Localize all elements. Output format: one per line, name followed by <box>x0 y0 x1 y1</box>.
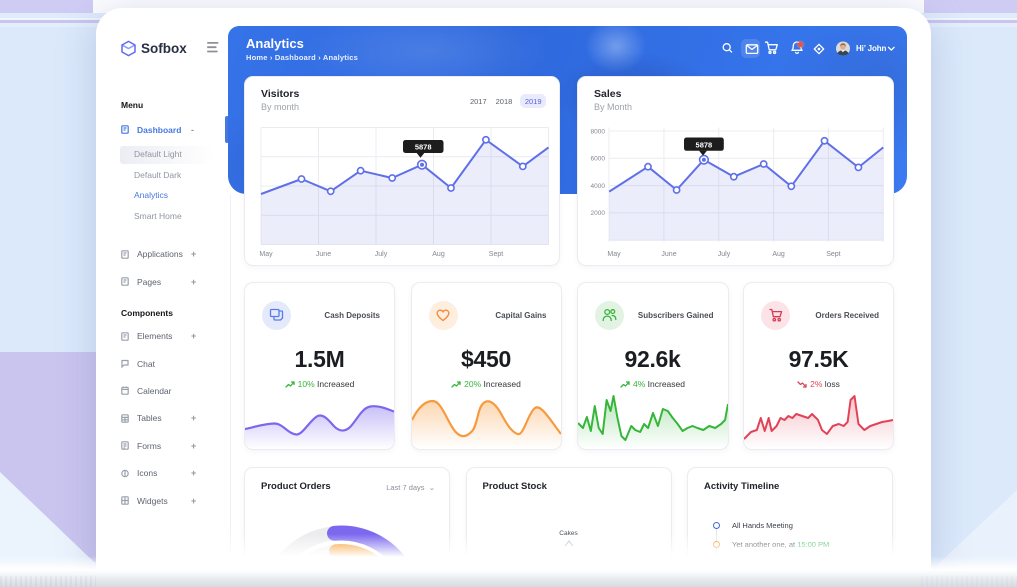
svg-text:Aug: Aug <box>432 251 445 258</box>
svg-text:July: July <box>375 251 388 258</box>
svg-text:May: May <box>259 251 273 258</box>
svg-text:8000: 8000 <box>591 128 606 135</box>
svg-text:5878: 5878 <box>696 140 713 149</box>
svg-text:Aug: Aug <box>772 251 785 258</box>
svg-text:June: June <box>316 251 331 258</box>
svg-text:Sept: Sept <box>826 251 840 258</box>
svg-text:May: May <box>607 251 621 258</box>
svg-text:July: July <box>718 251 731 258</box>
svg-text:2000: 2000 <box>591 210 606 217</box>
svg-text:June: June <box>661 251 676 258</box>
svg-text:6000: 6000 <box>591 156 606 163</box>
svg-text:Sept: Sept <box>489 251 503 258</box>
svg-text:4000: 4000 <box>591 183 606 190</box>
svg-text:5878: 5878 <box>415 143 432 152</box>
